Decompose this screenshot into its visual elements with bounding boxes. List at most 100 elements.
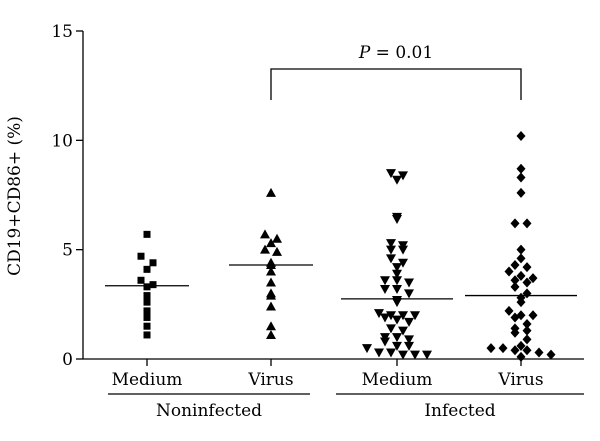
data-point [137, 252, 145, 260]
data-point [516, 340, 526, 351]
data-point [266, 321, 276, 331]
data-point [516, 270, 526, 281]
data-point [143, 331, 151, 339]
data-point [266, 266, 276, 276]
x-axis-labels: Medium Virus Medium Virus Noninfected Infecte… [108, 370, 584, 421]
data-point [386, 254, 396, 264]
y-tick-label: 15 [51, 22, 73, 42]
data-point [260, 229, 270, 239]
x-category-label: Medium [362, 370, 433, 390]
data-point [522, 262, 532, 273]
data-point [392, 285, 402, 295]
data-point [522, 319, 532, 330]
data-point [510, 275, 520, 286]
data-point [522, 218, 532, 229]
data-point [266, 288, 276, 298]
data-point [266, 238, 276, 248]
data-point [404, 278, 414, 288]
data-point [516, 253, 526, 264]
data-point [143, 283, 151, 291]
data-point [266, 277, 276, 287]
data-point [486, 343, 496, 354]
data-point [386, 169, 396, 179]
data-point [504, 266, 514, 277]
data-point [522, 325, 532, 336]
data-point [386, 245, 396, 255]
y-tick-label: 5 [62, 241, 73, 261]
data-point [386, 324, 396, 334]
data-point [398, 311, 408, 321]
data-point [374, 348, 384, 358]
group-label: Infected [424, 401, 495, 421]
data-point [392, 333, 402, 343]
data-point [546, 349, 556, 360]
data-point [143, 298, 151, 306]
data-point [404, 317, 414, 327]
data-point [392, 295, 402, 305]
data-point [528, 273, 538, 284]
data-point [498, 343, 508, 354]
data-point [386, 311, 396, 321]
data-point [516, 244, 526, 255]
significance-bracket: P = 0.01 [270, 43, 522, 100]
data-point [392, 269, 402, 279]
data-point [516, 187, 526, 198]
data-point [272, 233, 282, 243]
data-point [380, 285, 390, 295]
x-category-label: Virus [247, 370, 293, 390]
data-point [392, 263, 402, 273]
data-point [422, 350, 432, 360]
data-point [272, 246, 282, 256]
data-point [380, 313, 390, 323]
data-point [266, 187, 276, 197]
data-point [392, 276, 402, 286]
data-point [398, 350, 408, 360]
data-point [510, 281, 520, 292]
data-point [510, 259, 520, 270]
data-point [392, 341, 402, 351]
data-point [522, 345, 532, 356]
median-lines [105, 264, 577, 300]
axes: 0 5 10 15 [51, 22, 584, 370]
data-point [410, 350, 420, 360]
data-point [404, 289, 414, 299]
data-point [260, 244, 270, 254]
data-point [143, 322, 151, 330]
data-point [386, 239, 396, 249]
data-point [266, 329, 276, 339]
x-category-label: Virus [497, 370, 543, 390]
data-point [398, 258, 408, 268]
data-point [143, 265, 151, 273]
data-point [534, 347, 544, 358]
y-tick-label: 10 [51, 131, 73, 151]
data-point [143, 292, 151, 300]
data-point [404, 335, 414, 345]
data-point [392, 175, 402, 185]
data-point [516, 310, 526, 321]
data-point [516, 163, 526, 174]
data-point [398, 171, 408, 181]
data-point [522, 277, 532, 288]
data-point [398, 326, 408, 336]
group-label: Noninfected [156, 401, 262, 421]
y-tick-label: 0 [62, 350, 73, 370]
data-point [143, 313, 151, 321]
y-axis-label: CD19+CD86+ (%) [5, 116, 25, 276]
data-point [392, 212, 402, 222]
data-point [410, 311, 420, 321]
data-point [516, 351, 526, 362]
data-point [362, 344, 372, 354]
x-category-label: Medium [112, 370, 183, 390]
data-point [392, 315, 402, 325]
data-point [380, 333, 390, 343]
data-point [510, 323, 520, 334]
p-value-annotation: P = 0.01 [358, 43, 433, 63]
data-point [374, 309, 384, 319]
data-point [510, 345, 520, 356]
data-point [516, 130, 526, 141]
data-point [504, 305, 514, 316]
data-point [516, 172, 526, 183]
data-point [143, 230, 151, 238]
data-point [266, 301, 276, 311]
